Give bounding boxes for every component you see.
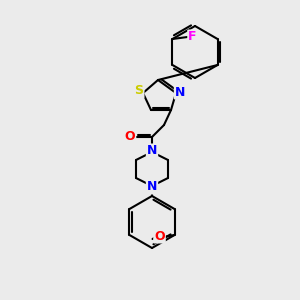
- Text: N: N: [147, 181, 157, 194]
- Text: S: S: [134, 85, 143, 98]
- Text: O: O: [125, 130, 135, 142]
- Text: N: N: [147, 145, 157, 158]
- Text: F: F: [188, 31, 197, 44]
- Text: N: N: [175, 85, 185, 98]
- Text: O: O: [154, 230, 165, 242]
